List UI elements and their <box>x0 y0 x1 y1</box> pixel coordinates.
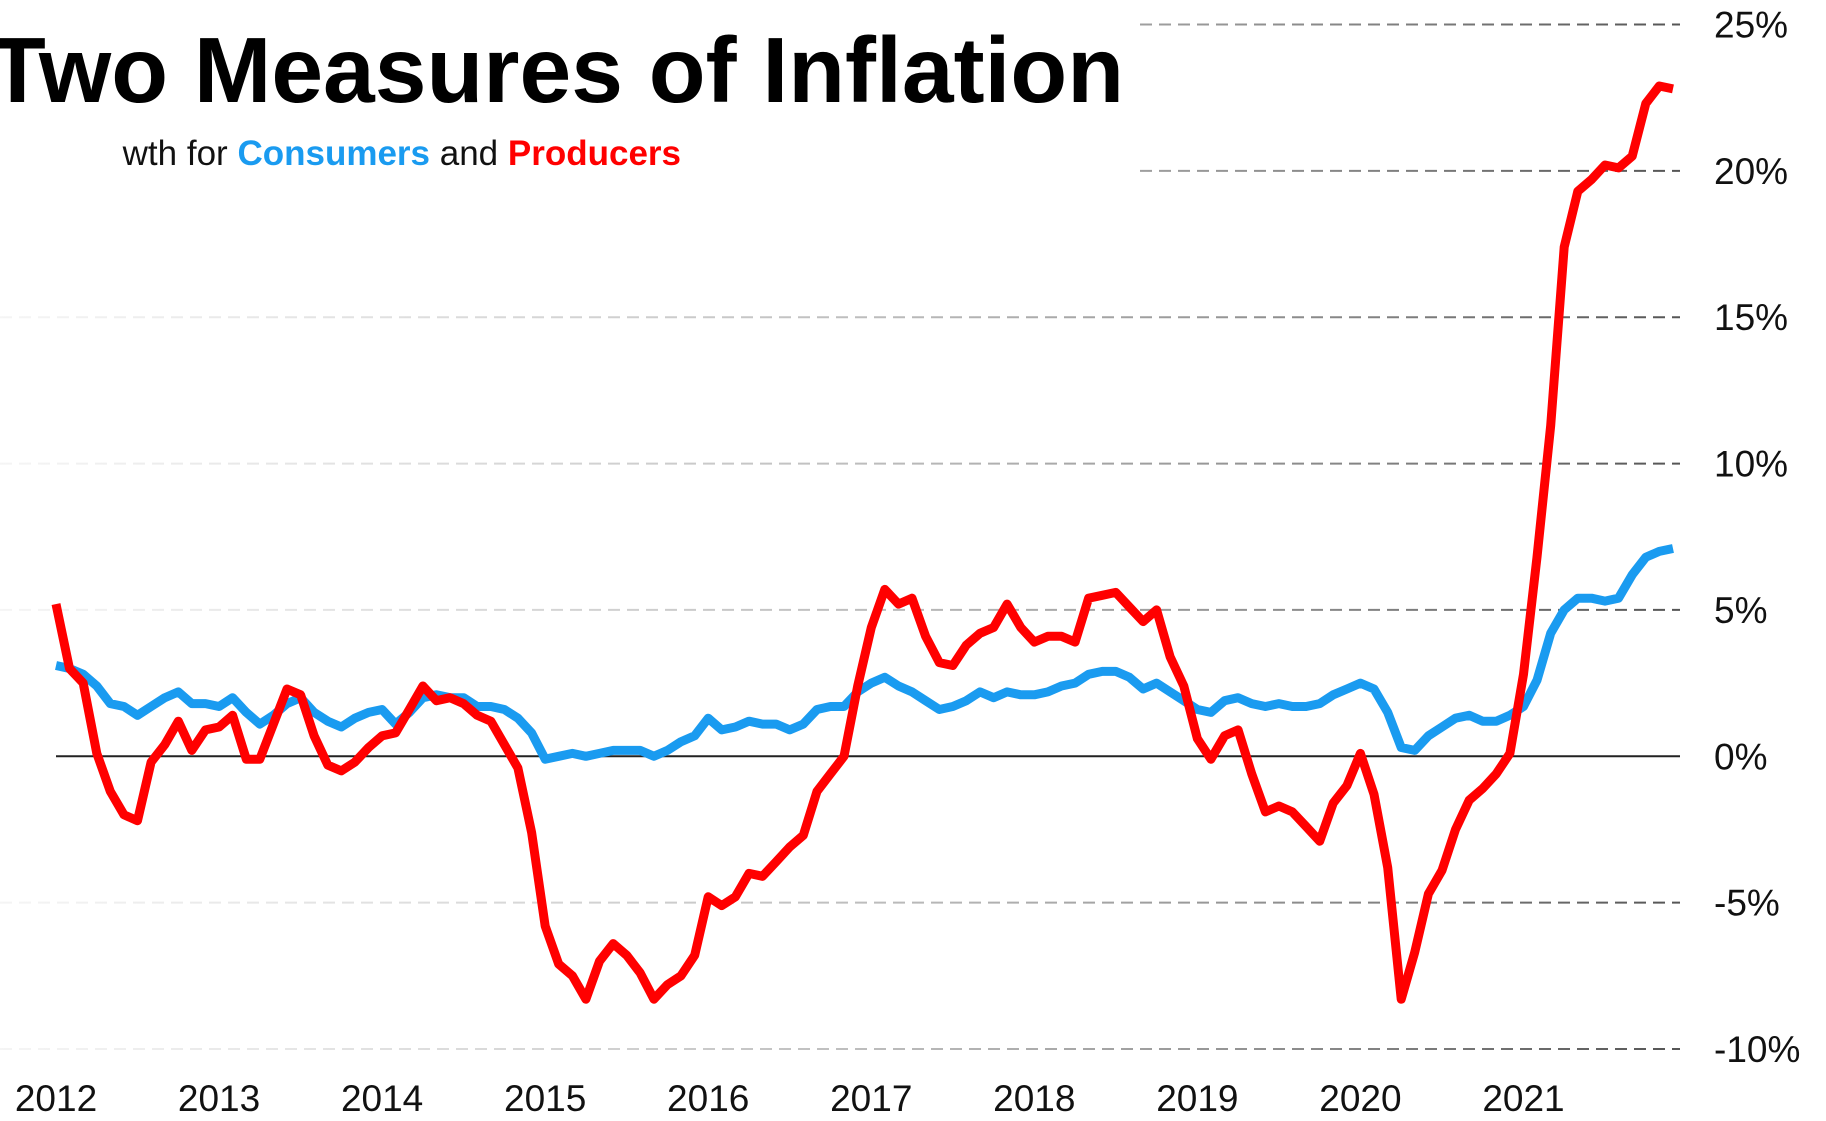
x-tick-label: 2019 <box>1156 1078 1238 1119</box>
chart-title: Two Measures of Inflation <box>0 18 1124 122</box>
x-tick-label: 2021 <box>1482 1078 1564 1119</box>
series-line <box>51 81 1674 1004</box>
x-tick-label: 2015 <box>504 1078 586 1119</box>
lines <box>51 81 1674 1004</box>
y-tick-label: -10% <box>1714 1029 1800 1070</box>
title-backdrop <box>0 0 1140 185</box>
x-tick-label: 2020 <box>1319 1078 1401 1119</box>
subtitle-joiner: and <box>440 134 498 173</box>
y-tick-label: 25% <box>1714 5 1788 46</box>
y-tick-label: 0% <box>1714 736 1767 777</box>
y-tick-label: -5% <box>1714 883 1780 924</box>
x-tick-label: 2016 <box>667 1078 749 1119</box>
chart-subtitle: wth for Consumers and Producers <box>122 134 681 173</box>
series-line <box>55 544 1674 764</box>
subtitle-consumers: Consumers <box>237 134 430 173</box>
x-tick-label: 2017 <box>830 1078 912 1119</box>
y-tick-label: 15% <box>1714 297 1788 338</box>
y-tick-label: 10% <box>1714 444 1788 485</box>
labels: -10% -5% 0% 5% 10% 15% 20% 25% 2012 2013 2014 2015 2… <box>15 5 1801 1120</box>
x-tick-label: 2014 <box>341 1078 423 1119</box>
subtitle-producers: Producers <box>508 134 681 173</box>
subtitle-lead: wth for <box>122 134 228 173</box>
y-tick-label: 20% <box>1714 151 1788 192</box>
x-tick-label: 2013 <box>178 1078 260 1119</box>
x-tick-label: 2012 <box>15 1078 97 1119</box>
y-tick-label: 5% <box>1714 590 1767 631</box>
x-tick-label: 2018 <box>993 1078 1075 1119</box>
